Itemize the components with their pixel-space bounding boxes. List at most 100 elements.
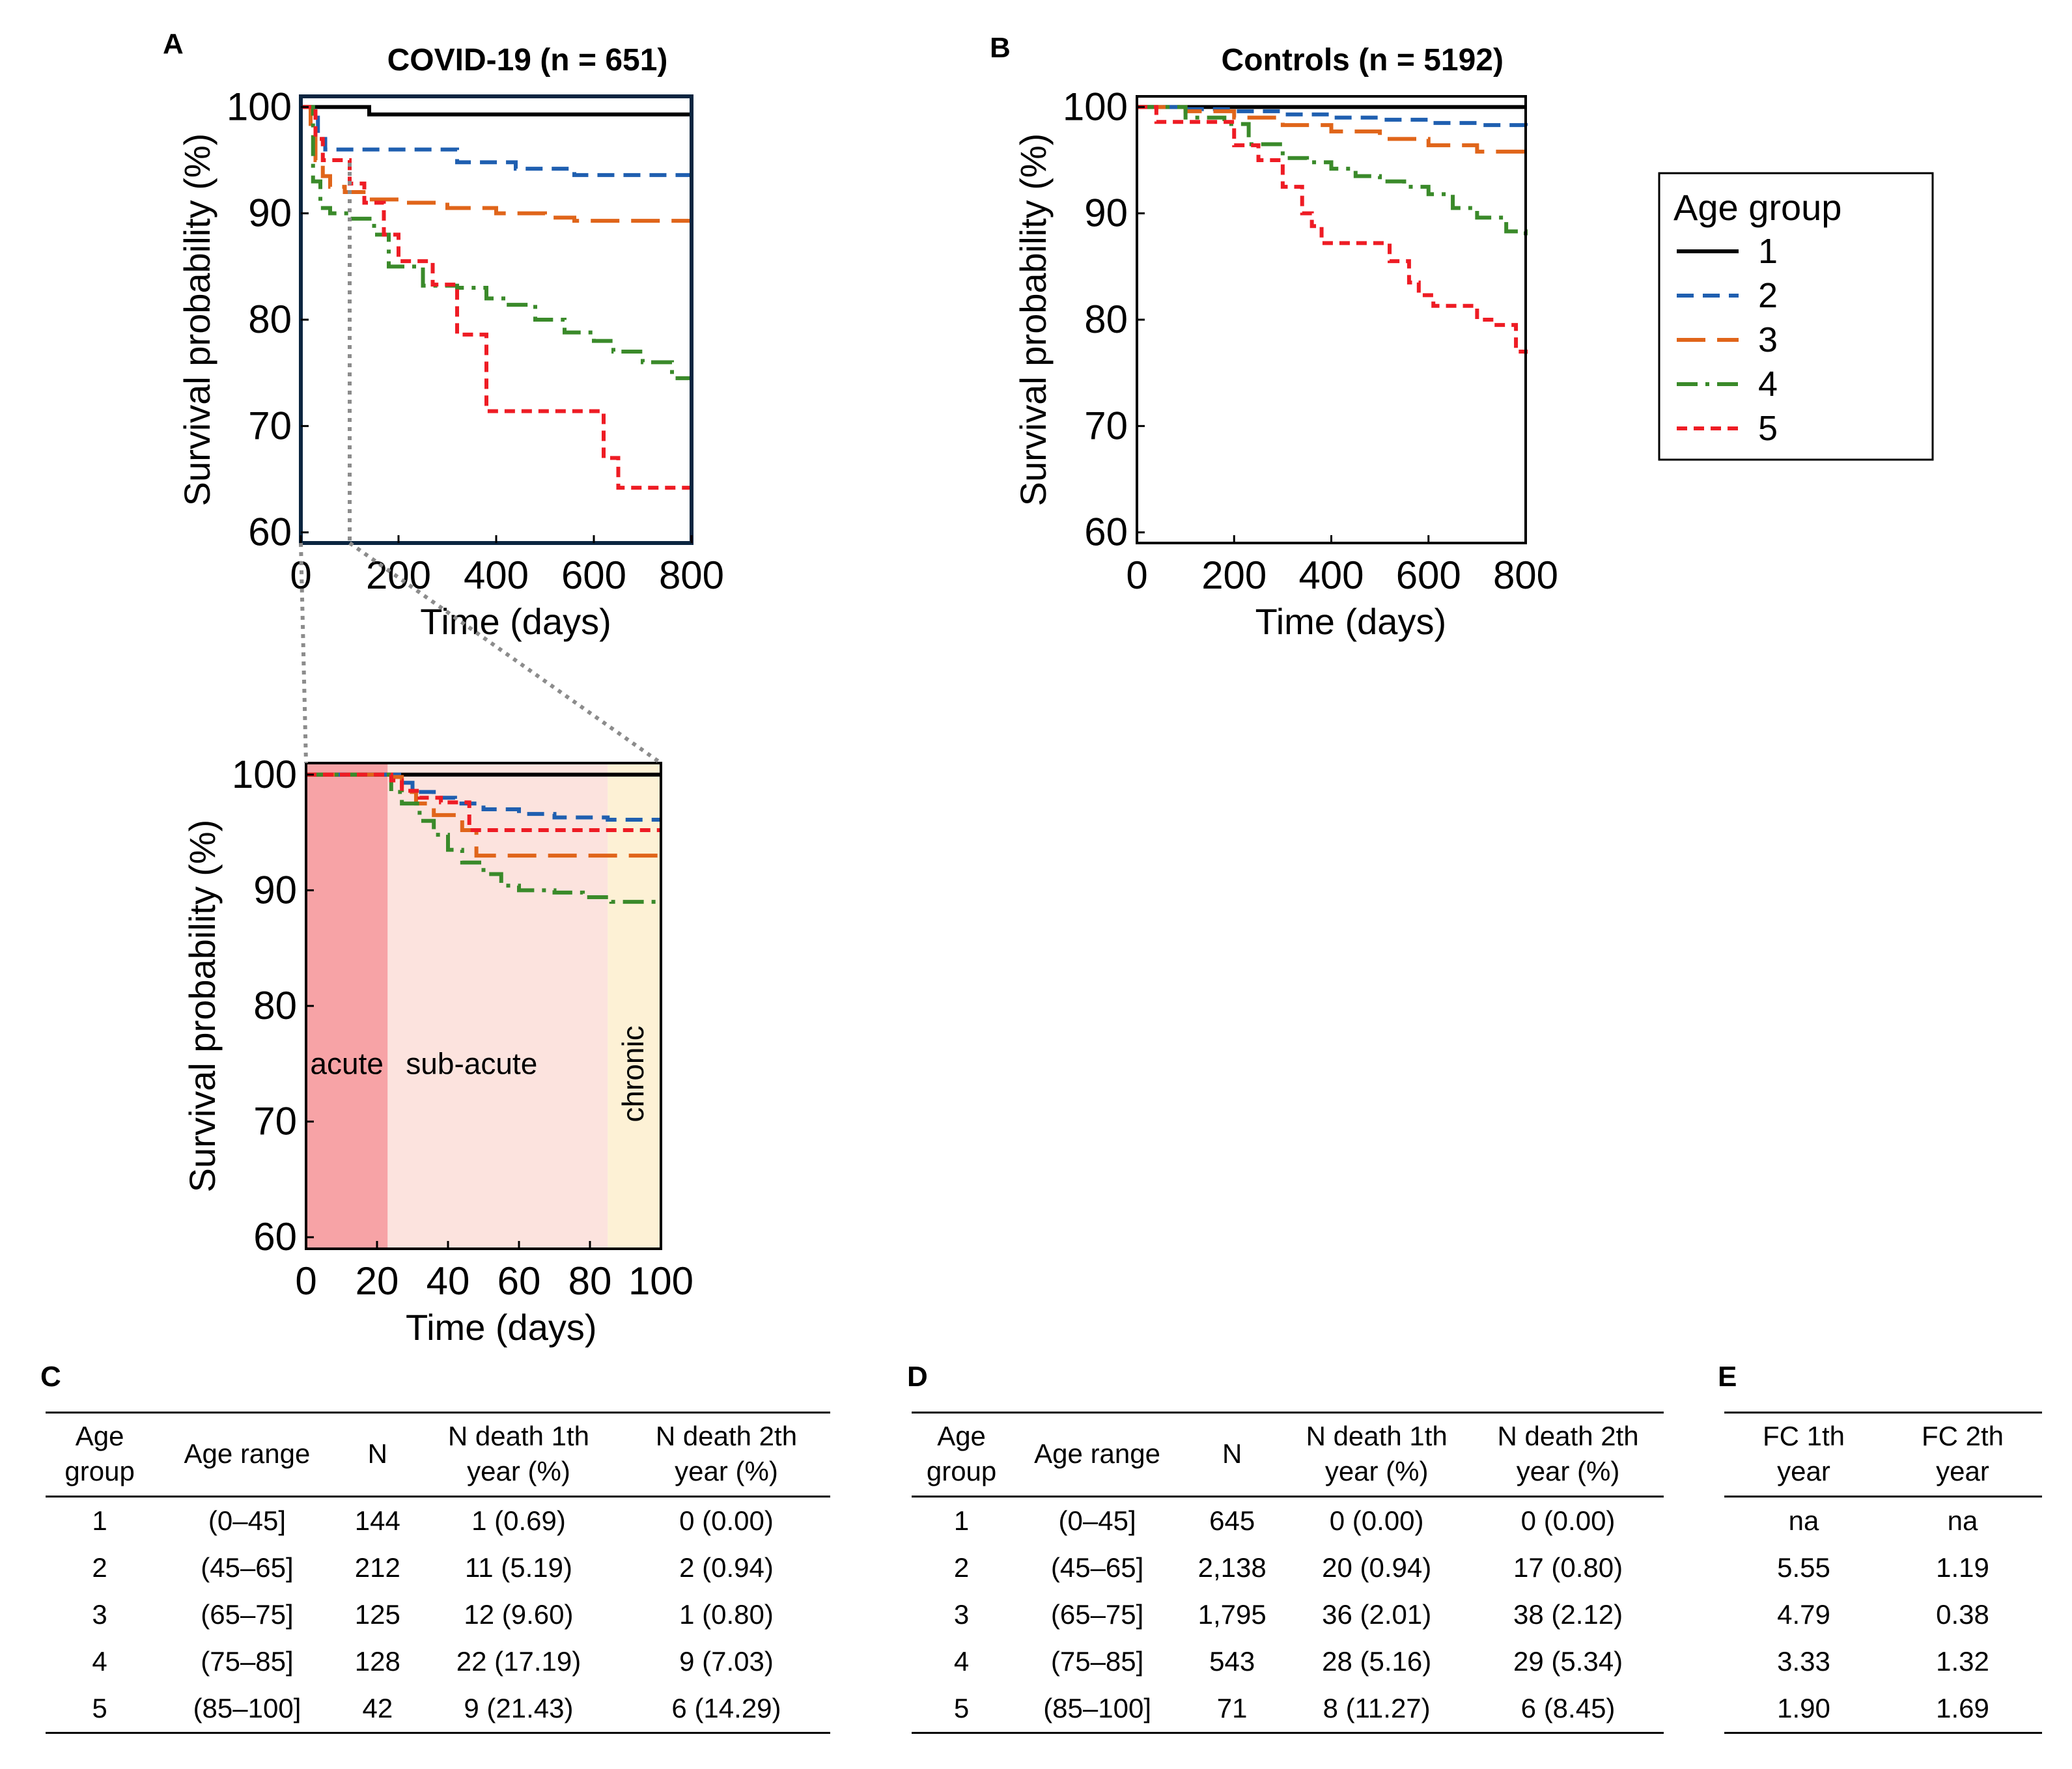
table-cell: 38 (2.12) xyxy=(1513,1599,1623,1630)
table-row: 5 (85–100] 42 9 (21.43) 6 (14.29) xyxy=(46,1685,830,1734)
table-cell: 1 xyxy=(953,1505,970,1536)
y-tick-label: 80 xyxy=(253,984,297,1027)
table-e: FC 1th year FC 2th year na na 5.55 1.19 4.79 0.3… xyxy=(1724,1412,2042,1734)
table-cell: (0–45] xyxy=(1058,1505,1136,1536)
table-cell: (45–65] xyxy=(1050,1552,1144,1583)
x-tick-label: 0 xyxy=(1126,553,1147,597)
legend-box xyxy=(1658,172,1934,461)
table-cell: 3.33 xyxy=(1777,1646,1830,1677)
table-cell: 128 xyxy=(354,1646,400,1677)
table-cell: 29 (5.34) xyxy=(1513,1646,1623,1677)
table-cell: 42 xyxy=(340,1685,415,1734)
table-cell: 3 xyxy=(953,1599,970,1630)
table-row: 4 (75–85] 543 28 (5.16) 29 (5.34) xyxy=(912,1638,1664,1685)
table-cell: 28 (5.16) xyxy=(1322,1646,1432,1677)
table-d-header-row: Age group Age range N N death 1th year (%) N d… xyxy=(912,1412,1664,1497)
y-tick-label: 80 xyxy=(1084,298,1128,341)
table-c-header-cell: N death 1th year (%) xyxy=(414,1412,623,1497)
table-d-header-cell: N death 1th year (%) xyxy=(1281,1412,1473,1497)
series-line-1 xyxy=(301,105,692,117)
table-c-header-cell: Age range xyxy=(154,1412,341,1497)
table-cell: na xyxy=(1788,1505,1819,1536)
table-cell: 212 xyxy=(354,1552,400,1583)
table-cell: 2 xyxy=(92,1552,107,1583)
table-e-header-cell: FC 1th year xyxy=(1724,1412,1883,1497)
x-tick-label: 100 xyxy=(628,1259,693,1303)
table-cell: (0–45] xyxy=(208,1505,287,1536)
y-axis-label: Survival probability (%) xyxy=(176,133,217,507)
legend-item-label: 2 xyxy=(1758,276,1778,315)
legend-item-label: 3 xyxy=(1758,320,1778,359)
table-cell: 4 xyxy=(953,1646,970,1677)
legend: Age group 1 2 3 4 5 xyxy=(1658,172,1934,461)
table-cell: 17 (0.80) xyxy=(1513,1552,1623,1583)
y-tick-label: 90 xyxy=(1084,191,1128,235)
table-cell: na xyxy=(1947,1505,1978,1536)
table-cell: 0.38 xyxy=(1936,1599,1989,1630)
series-line-3 xyxy=(306,772,661,858)
series-line-4 xyxy=(1137,105,1528,240)
y-tick-label: 100 xyxy=(227,85,292,128)
x-tick-label: 200 xyxy=(1201,553,1267,597)
table-c-header-cell: N death 2th year (%) xyxy=(622,1412,830,1497)
table-cell: 1.90 xyxy=(1724,1685,1883,1734)
y-tick-label: 90 xyxy=(248,191,292,235)
zoom-connector-lines xyxy=(299,163,662,765)
legend-item-label: 4 xyxy=(1758,365,1778,404)
table-cell: 4.79 xyxy=(1777,1599,1830,1630)
table-cell: 1 (0.69) xyxy=(471,1505,566,1536)
chart-title: Controls (n = 5192) xyxy=(1222,43,1504,77)
legend-title: Age group xyxy=(1673,187,1841,228)
table-cell: 20 (0.94) xyxy=(1322,1552,1432,1583)
y-tick-label: 70 xyxy=(1084,404,1128,447)
legend-item-label: 1 xyxy=(1758,232,1778,271)
x-tick-label: 60 xyxy=(497,1259,541,1303)
series-line-2 xyxy=(1137,105,1528,128)
table-cell: 543 xyxy=(1209,1646,1255,1677)
legend-item-label: 5 xyxy=(1758,409,1778,448)
table-e-header-cell: FC 2th year xyxy=(1883,1412,2042,1497)
table-cell: 2,138 xyxy=(1197,1552,1267,1583)
table-d-header-cell: N death 2th year (%) xyxy=(1472,1412,1664,1497)
panel-d-label: D xyxy=(907,1361,928,1393)
y-tick-label: 70 xyxy=(248,404,292,447)
table-cell: 125 xyxy=(354,1599,400,1630)
table-cell: 2 (0.94) xyxy=(679,1552,774,1583)
table-row: 1 (0–45] 645 0 (0.00) 0 (0.00) xyxy=(912,1497,1664,1545)
x-axis-label: Time (days) xyxy=(1255,601,1447,642)
table-cell: 12 (9.60) xyxy=(464,1599,574,1630)
table-cell: (75–85] xyxy=(1050,1646,1144,1677)
panel-letter: A xyxy=(163,28,184,60)
table-c-header-cell: N xyxy=(340,1412,415,1497)
y-tick-label: 80 xyxy=(248,298,292,341)
table-cell: (65–75] xyxy=(201,1599,294,1630)
table-c-header-cell: Age group xyxy=(46,1412,154,1497)
table-row: 4 (75–85] 128 22 (17.19) 9 (7.03) xyxy=(46,1638,830,1685)
panel-c-label: C xyxy=(40,1361,61,1393)
chart-title: COVID-19 (n = 651) xyxy=(387,43,668,77)
x-tick-label: 400 xyxy=(1298,553,1364,597)
table-cell: 645 xyxy=(1209,1505,1255,1536)
series-line-5 xyxy=(1137,105,1528,354)
table-cell: 5 xyxy=(46,1685,154,1734)
table-c-header-row: Age group Age range N N death 1th year (%) N d… xyxy=(46,1412,830,1497)
table-cell: 3 xyxy=(92,1599,107,1630)
table-cell: 1,795 xyxy=(1197,1599,1267,1630)
table-cell: 0 (0.00) xyxy=(1520,1505,1616,1536)
table-cell: 1.69 xyxy=(1883,1685,2042,1734)
table-cell: 8 (11.27) xyxy=(1281,1685,1473,1734)
table-cell: 1 (0.80) xyxy=(679,1599,774,1630)
x-axis-label: Time (days) xyxy=(406,1307,597,1348)
y-tick-label: 60 xyxy=(1084,510,1128,554)
panel-letter: B xyxy=(990,32,1011,64)
table-cell: 71 xyxy=(1183,1685,1281,1734)
region-label-acute: acute xyxy=(310,1046,384,1080)
x-tick-label: 400 xyxy=(464,553,529,597)
table-cell: 0 (0.00) xyxy=(1329,1505,1424,1536)
region-sub-acute xyxy=(387,763,608,1249)
y-axis-label: Survival probability (%) xyxy=(1013,133,1054,507)
table-d-header-cell: Age range xyxy=(1011,1412,1184,1497)
table-cell: 6 (14.29) xyxy=(622,1685,830,1734)
table-row: 5.55 1.19 xyxy=(1724,1544,2042,1591)
